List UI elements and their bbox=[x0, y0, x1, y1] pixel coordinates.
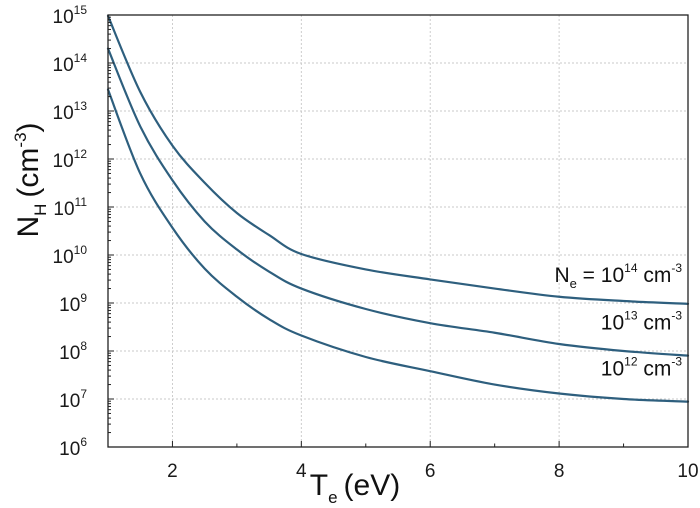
x-tick-label: 4 bbox=[296, 461, 307, 482]
y-tick-label: 106 bbox=[59, 435, 87, 460]
x-tick-label: 6 bbox=[425, 461, 436, 482]
x-tick-labels: 2 4 6 8 10 bbox=[167, 461, 698, 482]
y-tick-label: 109 bbox=[59, 291, 87, 316]
x-tick-label: 2 bbox=[167, 461, 178, 482]
series-line-13 bbox=[106, 47, 690, 357]
x-tick-label: 8 bbox=[554, 461, 565, 482]
y-tick-label: 107 bbox=[59, 387, 87, 412]
series-label-14: Ne = 1014 cm-3 bbox=[554, 261, 682, 291]
y-tick-label: 1013 bbox=[53, 99, 88, 124]
axis-ticks bbox=[107, 14, 689, 448]
y-tick-label: 1015 bbox=[53, 3, 88, 28]
plot-frame bbox=[107, 14, 689, 448]
series-label-13: 1013 cm-3 bbox=[601, 309, 683, 335]
y-tick-label: 1012 bbox=[53, 147, 88, 172]
y-tick-label: 1014 bbox=[53, 51, 88, 76]
y-tick-labels: 106 107 108 109 1010 1011 1012 1013 1014 1015 bbox=[53, 3, 88, 460]
series-curves bbox=[106, 14, 690, 403]
y-tick-label: 1011 bbox=[53, 195, 87, 220]
x-axis-label: Te (eV) bbox=[310, 469, 400, 507]
series-line-12 bbox=[106, 88, 690, 403]
series-line-14 bbox=[106, 14, 690, 305]
y-tick-label: 1010 bbox=[53, 243, 88, 268]
y-tick-label: 108 bbox=[59, 339, 87, 364]
x-tick-label: 10 bbox=[677, 461, 698, 482]
grid-lines bbox=[108, 15, 688, 447]
y-axis-label: NH(cm-3) bbox=[11, 122, 50, 237]
series-labels: Ne = 1014 cm-3 1013 cm-3 1012 cm-3 bbox=[554, 261, 682, 381]
series-label-12: 1012 cm-3 bbox=[601, 355, 683, 381]
